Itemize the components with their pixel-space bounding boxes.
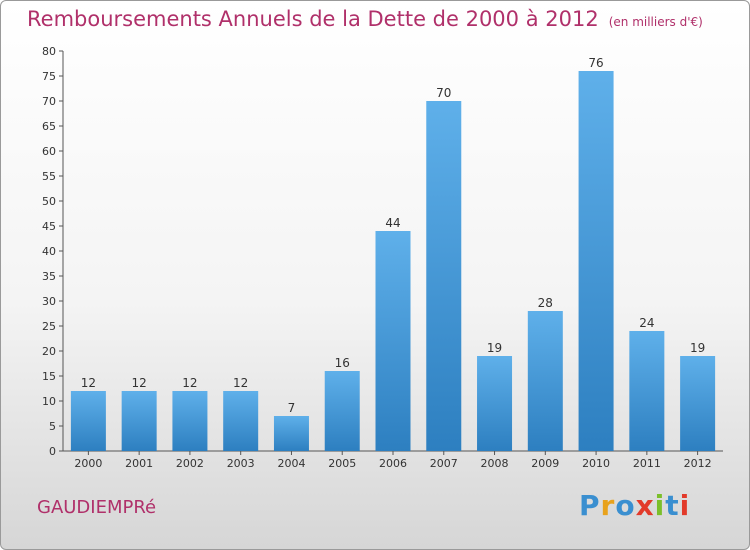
logo-letter: o [615,489,636,522]
data-label-2004: 7 [288,401,296,415]
y-tick-label: 15 [42,370,56,383]
logo-letter: i [679,489,691,522]
y-tick-label: 70 [42,95,56,108]
bar-2001 [121,391,157,451]
y-tick-label: 75 [42,70,56,83]
x-tick-label: 2005 [328,457,356,470]
x-tick-label: 2012 [684,457,712,470]
x-tick-label: 2002 [176,457,204,470]
chart-bars [70,71,716,451]
y-tick-label: 40 [42,245,56,258]
x-tick-label: 2003 [227,457,255,470]
x-tick-label: 2004 [277,457,305,470]
chart-title-text: Remboursements Annuels de la Dette de 20… [27,7,599,31]
bar-2010 [578,71,614,451]
y-tick-label: 50 [42,195,56,208]
bar-2005 [324,371,360,451]
y-tick-label: 20 [42,345,56,358]
y-tick-label: 65 [42,120,56,133]
chart-axes: 0 5 10 15 20 25 30 35 40 45 50 55 60 65 70 75 80 2000 2001… [42,45,723,470]
y-tick-label: 45 [42,220,56,233]
logo-letter: r [600,489,616,522]
logo-letter: x [635,489,655,522]
y-tick-label: 10 [42,395,56,408]
commune-name: GAUDIEMPRé [37,497,157,518]
data-label-2008: 19 [487,341,502,355]
chart-title: Remboursements Annuels de la Dette de 20… [27,7,703,31]
y-tick-label: 60 [42,145,56,158]
y-tick-label: 80 [42,45,56,58]
bar-2003 [223,391,259,451]
y-tick-label: 35 [42,270,56,283]
data-label-2007: 70 [436,86,451,100]
bar-2006 [375,231,411,451]
bar-2007 [426,101,462,451]
data-label-2001: 12 [132,376,147,390]
x-tick-label: 2006 [379,457,407,470]
x-tick-label: 2008 [481,457,509,470]
logo-letter: i [654,489,666,522]
data-label-2000: 12 [81,376,96,390]
data-label-2003: 12 [233,376,248,390]
chart-unit: (en milliers d'€) [608,15,703,29]
y-tick-label: 30 [42,295,56,308]
logo-letter: t [665,489,680,522]
bar-2009 [527,311,563,451]
x-tick-label: 2007 [430,457,458,470]
bar-2004 [273,416,309,451]
bar-2002 [172,391,208,451]
data-label-2011: 24 [639,316,654,330]
data-label-2002: 12 [182,376,197,390]
x-tick-label: 2000 [74,457,102,470]
data-label-2009: 28 [538,296,553,310]
bar-2011 [629,331,665,451]
bar-2008 [477,356,513,451]
y-tick-label: 0 [49,445,56,458]
proxiti-logo: Proxiti [579,489,690,522]
x-tick-label: 2009 [531,457,559,470]
y-tick-label: 25 [42,320,56,333]
x-tick-label: 2001 [125,457,153,470]
bar-2000 [70,391,106,451]
data-label-2005: 16 [335,356,350,370]
y-tick-label: 55 [42,170,56,183]
data-label-2006: 44 [385,216,400,230]
logo-letter: P [579,489,601,522]
x-tick-label: 2010 [582,457,610,470]
bar-2012 [680,356,716,451]
data-label-2010: 76 [588,56,603,70]
x-tick-label: 2011 [633,457,661,470]
chart-data-labels: 12 12 12 12 7 16 44 70 19 28 76 24 19 [81,56,706,415]
data-label-2012: 19 [690,341,705,355]
y-tick-label: 5 [49,420,56,433]
